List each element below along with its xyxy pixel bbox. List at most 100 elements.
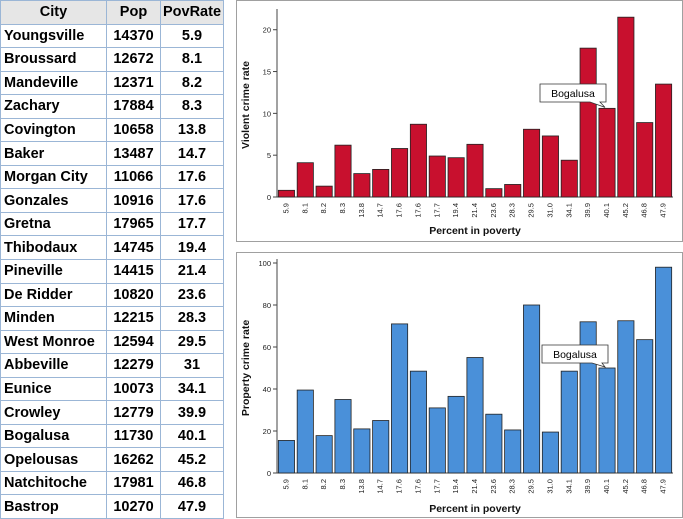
chart-1-x-tick-label: 39.9 — [583, 479, 592, 494]
cell-pop[interactable]: 12215 — [106, 306, 161, 331]
cell-city[interactable]: Opelousas — [0, 447, 107, 472]
cell-city[interactable]: Youngsville — [0, 23, 107, 49]
chart-0-bar — [636, 122, 654, 198]
cell-city[interactable]: Bastrop — [0, 494, 107, 519]
cell-pop[interactable]: 14745 — [106, 235, 161, 261]
header-city[interactable]: City — [0, 0, 107, 25]
cell-pop[interactable]: 12779 — [106, 400, 161, 425]
cell-city[interactable]: Minden — [0, 306, 107, 331]
chart-0-x-tick-label: 21.4 — [470, 203, 479, 218]
cell-povrate[interactable]: 13.8 — [160, 117, 224, 143]
cell-povrate[interactable]: 31 — [160, 353, 224, 378]
header-povrate[interactable]: PovRate — [160, 0, 224, 25]
cell-city[interactable]: Bogalusa — [0, 423, 107, 449]
header-pop[interactable]: Pop — [106, 0, 161, 25]
chart-1-x-tick-label: 29.5 — [527, 479, 536, 494]
cell-pop[interactable]: 10820 — [106, 282, 161, 308]
cell-pop[interactable]: 17965 — [106, 211, 161, 237]
table-row: Abbeville 12279 31 — [0, 353, 224, 378]
cell-povrate[interactable]: 17.6 — [160, 188, 224, 213]
cell-pop[interactable]: 14370 — [106, 23, 161, 49]
cell-pop[interactable]: 13487 — [106, 141, 161, 166]
cell-povrate[interactable]: 19.4 — [160, 235, 224, 261]
cell-city[interactable]: Crowley — [0, 400, 107, 425]
chart-0-x-tick-label: 14.7 — [376, 203, 385, 218]
chart-0-x-tick-label: 47.9 — [659, 203, 668, 218]
cell-pop[interactable]: 14415 — [106, 259, 161, 284]
city-data-table: City Pop PovRate Youngsville 14370 5.9 Brou… — [0, 0, 224, 519]
chart-1-x-tick-label: 8.1 — [300, 479, 309, 489]
cell-povrate[interactable]: 8.2 — [160, 70, 224, 96]
chart-0-annotation-label: Bogalusa — [551, 88, 595, 100]
cell-city[interactable]: Zachary — [0, 94, 107, 119]
cell-povrate[interactable]: 8.1 — [160, 47, 224, 72]
cell-povrate[interactable]: 8.3 — [160, 94, 224, 119]
chart-0-bar — [598, 107, 616, 198]
cell-city[interactable]: Gretna — [0, 211, 107, 237]
chart-1-x-tick-label: 5.9 — [281, 479, 290, 489]
cell-city[interactable]: Mandeville — [0, 70, 107, 96]
cell-povrate[interactable]: 17.6 — [160, 164, 224, 190]
cell-povrate[interactable]: 14.7 — [160, 141, 224, 166]
cell-povrate[interactable]: 23.6 — [160, 282, 224, 308]
cell-povrate[interactable]: 34.1 — [160, 376, 224, 402]
chart-0-x-tick-label: 19.4 — [451, 203, 460, 218]
cell-povrate[interactable]: 21.4 — [160, 259, 224, 284]
cell-pop[interactable]: 10073 — [106, 376, 161, 402]
cell-city[interactable]: Broussard — [0, 47, 107, 72]
chart-0-y-tick-label: 15 — [263, 68, 271, 77]
chart-1-y-tick-label: 60 — [263, 343, 271, 352]
cell-pop[interactable]: 10270 — [106, 494, 161, 519]
cell-city[interactable]: Eunice — [0, 376, 107, 402]
chart-1-bar — [391, 323, 409, 474]
cell-povrate[interactable]: 40.1 — [160, 423, 224, 449]
cell-povrate[interactable]: 46.8 — [160, 470, 224, 496]
chart-1-x-tick-label: 46.8 — [640, 479, 649, 494]
table-row: Opelousas 16262 45.2 — [0, 447, 224, 472]
chart-1-bar — [636, 339, 654, 474]
chart-1-x-tick-label: 45.2 — [621, 479, 630, 494]
cell-povrate[interactable]: 45.2 — [160, 447, 224, 472]
cell-city[interactable]: Natchitoche — [0, 470, 107, 496]
cell-pop[interactable]: 11066 — [106, 164, 161, 190]
cell-pop[interactable]: 11730 — [106, 423, 161, 449]
chart-1-x-tick-label: 28.3 — [508, 479, 517, 494]
cell-pop[interactable]: 17981 — [106, 470, 161, 496]
cell-pop[interactable]: 16262 — [106, 447, 161, 472]
cell-city[interactable]: Pineville — [0, 259, 107, 284]
cell-pop[interactable]: 12672 — [106, 47, 161, 72]
cell-city[interactable]: Baker — [0, 141, 107, 166]
chart-0-x-tick-label: 8.3 — [338, 203, 347, 213]
cell-city[interactable]: Covington — [0, 117, 107, 143]
cell-city[interactable]: Thibodaux — [0, 235, 107, 261]
cell-city[interactable]: West Monroe — [0, 329, 107, 355]
cell-city[interactable]: Abbeville — [0, 353, 107, 378]
chart-0-x-tick-label: 31.0 — [545, 203, 554, 218]
cell-pop[interactable]: 10658 — [106, 117, 161, 143]
cell-povrate[interactable]: 5.9 — [160, 23, 224, 49]
chart-1-y-axis-title: Property crime rate — [240, 320, 252, 416]
cell-pop[interactable]: 12371 — [106, 70, 161, 96]
cell-pop[interactable]: 12594 — [106, 329, 161, 355]
cell-povrate[interactable]: 47.9 — [160, 494, 224, 519]
cell-povrate[interactable]: 39.9 — [160, 400, 224, 425]
cell-pop[interactable]: 10916 — [106, 188, 161, 213]
chart-1-y-tick-label: 80 — [263, 301, 271, 310]
chart-0-bar — [617, 16, 635, 198]
cell-povrate[interactable]: 28.3 — [160, 306, 224, 331]
chart-1-bar — [315, 435, 333, 474]
chart-1-x-tick-label: 34.1 — [564, 479, 573, 494]
table-header-row: City Pop PovRate — [0, 0, 224, 25]
cell-city[interactable]: Morgan City — [0, 164, 107, 190]
cell-povrate[interactable]: 29.5 — [160, 329, 224, 355]
cell-pop[interactable]: 17884 — [106, 94, 161, 119]
cell-city[interactable]: Gonzales — [0, 188, 107, 213]
cell-city[interactable]: De Ridder — [0, 282, 107, 308]
chart-0-bar — [579, 47, 597, 198]
chart-1-y-tick-label: 0 — [267, 469, 271, 478]
chart-1-bar — [485, 413, 503, 474]
cell-pop[interactable]: 12279 — [106, 353, 161, 378]
property-crime-chart-svg: 0 20 40 60 80 100 5.9 8.1 8.2 8.3 13.8 14.7 17.6 17.6… — [240, 259, 673, 515]
chart-0-x-tick-label: 46.8 — [640, 203, 649, 218]
cell-povrate[interactable]: 17.7 — [160, 211, 224, 237]
